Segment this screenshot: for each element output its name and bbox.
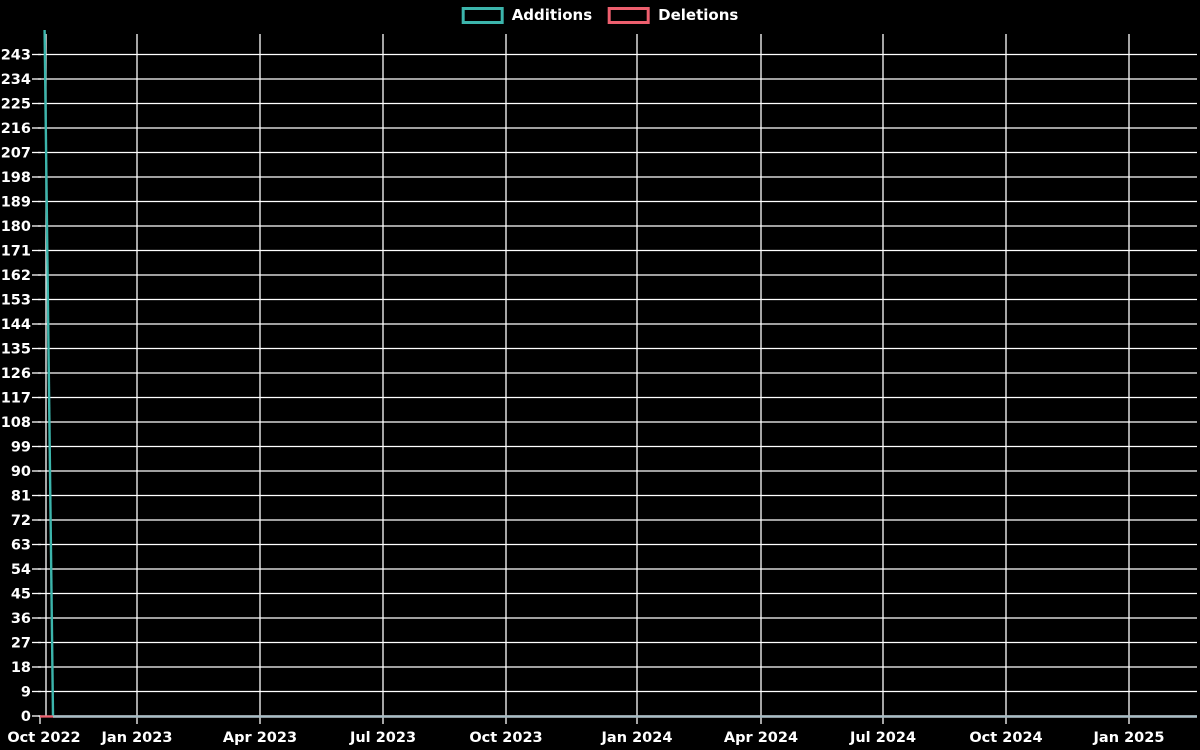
y-tick-label: 108 <box>1 415 31 431</box>
x-tick-label: Oct 2023 <box>469 730 542 746</box>
legend-item-deletions[interactable]: Deletions <box>608 7 738 24</box>
chart-legend: Additions Deletions <box>461 6 738 24</box>
y-tick-label: 63 <box>11 538 31 554</box>
y-tick-label: 171 <box>1 244 31 260</box>
y-tick-label: 198 <box>1 170 31 186</box>
deletions-swatch-icon <box>608 7 651 24</box>
y-tick-label: 144 <box>1 317 31 333</box>
x-tick-label: Jan 2023 <box>101 730 173 746</box>
legend-item-additions[interactable]: Additions <box>461 6 593 24</box>
legend-label-additions: Additions <box>511 6 593 24</box>
y-tick-label: 189 <box>1 195 31 211</box>
y-tick-label: 117 <box>1 391 31 407</box>
y-tick-label: 54 <box>11 562 31 578</box>
x-tick-label: Apr 2023 <box>223 730 297 746</box>
y-tick-label: 216 <box>1 121 31 137</box>
y-tick-label: 18 <box>11 660 31 676</box>
y-tick-label: 234 <box>1 72 31 88</box>
additions-swatch-icon <box>461 7 504 24</box>
y-tick-label: 72 <box>11 513 31 529</box>
y-tick-label: 90 <box>11 464 31 480</box>
y-tick-label: 45 <box>11 587 31 603</box>
x-tick-label: Jan 2024 <box>601 730 673 746</box>
x-tick-label: Jan 2025 <box>1093 730 1165 746</box>
y-tick-label: 225 <box>1 97 31 113</box>
x-tick-label: Jul 2023 <box>349 730 416 746</box>
y-tick-label: 9 <box>21 685 31 701</box>
y-tick-label: 27 <box>11 636 31 652</box>
y-tick-label: 135 <box>1 342 31 358</box>
additions-line <box>43 29 55 716</box>
x-tick-label: Jul 2024 <box>849 730 916 746</box>
y-tick-label: 81 <box>11 489 31 505</box>
y-tick-label: 207 <box>1 146 31 162</box>
y-tick-label: 36 <box>11 611 31 627</box>
x-tick-label: Apr 2024 <box>724 730 798 746</box>
legend-label-deletions: Deletions <box>658 6 739 24</box>
y-tick-label: 153 <box>1 293 31 309</box>
y-tick-label: 0 <box>21 709 31 725</box>
x-tick-label: Oct 2024 <box>969 730 1042 746</box>
y-tick-label: 126 <box>1 366 31 382</box>
x-tick-label: Oct 2022 <box>7 730 80 746</box>
y-tick-label: 243 <box>1 48 31 64</box>
y-tick-label: 99 <box>11 440 31 456</box>
y-tick-label: 180 <box>1 219 31 235</box>
y-tick-label: 162 <box>1 268 31 284</box>
